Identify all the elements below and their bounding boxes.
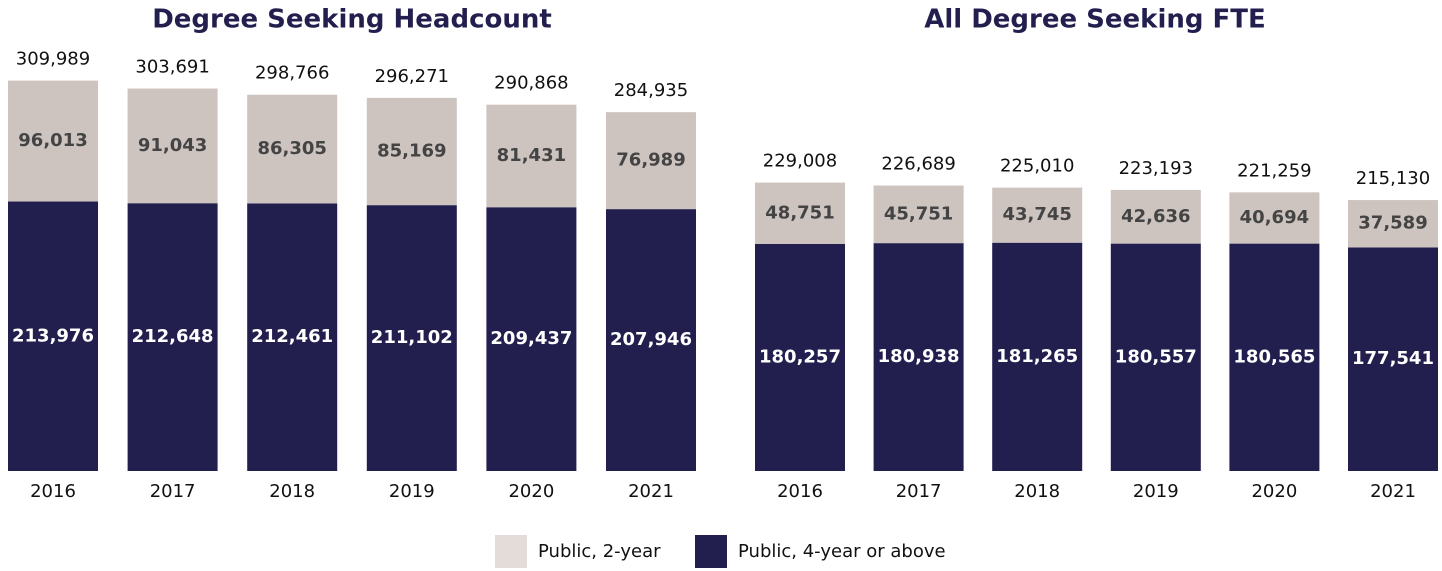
- segment-label: 209,437: [490, 328, 572, 349]
- x-tick-label: 2021: [628, 481, 674, 502]
- bar-segment: [606, 209, 696, 471]
- segment-label: 85,169: [377, 141, 446, 162]
- bar-segment: [8, 201, 98, 471]
- bar-segment: [247, 94, 338, 204]
- segment-label: 86,305: [257, 138, 326, 159]
- legend-swatch: [495, 535, 527, 568]
- bar-segment: [366, 97, 457, 206]
- bar-segment: [755, 243, 845, 471]
- bar-segment: [873, 185, 964, 244]
- bar-segment: [1229, 192, 1320, 244]
- segment-label: 211,102: [371, 327, 453, 348]
- chart-title: Degree Seeking Headcount: [152, 5, 552, 35]
- total-label: 303,691: [135, 57, 209, 78]
- x-tick-label: 2018: [269, 481, 315, 502]
- bar-segment: [992, 242, 1083, 471]
- segment-label: 43,745: [1002, 204, 1071, 225]
- bar-segment: [127, 88, 218, 204]
- bar-segment: [606, 112, 696, 210]
- segment-label: 177,541: [1352, 348, 1434, 369]
- x-tick-label: 2020: [1251, 481, 1297, 502]
- total-label: 221,259: [1237, 160, 1311, 181]
- bar-segment: [1229, 243, 1320, 471]
- x-tick-label: 2016: [777, 481, 823, 502]
- legend-label: Public, 4-year or above: [738, 541, 946, 562]
- x-tick-label: 2016: [30, 481, 76, 502]
- total-label: 290,868: [494, 73, 568, 94]
- segment-label: 180,565: [1233, 346, 1315, 367]
- bar-segment: [1110, 243, 1201, 471]
- legend-swatch: [695, 535, 727, 568]
- segment-label: 42,636: [1121, 206, 1190, 227]
- x-tick-label: 2017: [150, 481, 196, 502]
- x-tick-label: 2019: [389, 481, 435, 502]
- segment-label: 91,043: [138, 135, 207, 156]
- segment-label: 40,694: [1240, 207, 1309, 228]
- segment-label: 81,431: [497, 145, 566, 166]
- bar-segment: [873, 243, 964, 471]
- bar-segment: [247, 203, 338, 471]
- bar-segment: [1348, 247, 1438, 471]
- bar-segment: [1110, 189, 1201, 244]
- segment-label: 96,013: [18, 130, 87, 151]
- bar-segment: [486, 207, 577, 471]
- segment-label: 37,589: [1358, 213, 1427, 234]
- total-label: 296,271: [375, 66, 449, 87]
- x-tick-label: 2020: [508, 481, 554, 502]
- segment-label: 212,648: [132, 326, 214, 347]
- total-label: 309,989: [16, 49, 90, 70]
- segment-label: 76,989: [616, 150, 685, 171]
- segment-label: 180,257: [759, 346, 841, 367]
- total-label: 284,935: [614, 80, 688, 101]
- legend-label: Public, 2-year: [538, 541, 661, 562]
- segment-label: 212,461: [251, 326, 333, 347]
- total-label: 215,130: [1356, 168, 1430, 189]
- segment-label: 180,557: [1115, 346, 1197, 367]
- total-label: 298,766: [255, 63, 329, 84]
- bar-segment: [127, 203, 218, 472]
- chart-title: All Degree Seeking FTE: [924, 5, 1266, 35]
- x-tick-label: 2017: [896, 481, 942, 502]
- segment-label: 181,265: [996, 346, 1078, 367]
- bar-segment: [366, 205, 457, 471]
- total-label: 226,689: [881, 154, 955, 175]
- bar-segment: [755, 182, 845, 244]
- x-tick-label: 2019: [1133, 481, 1179, 502]
- x-tick-label: 2021: [1370, 481, 1416, 502]
- x-tick-label: 2018: [1014, 481, 1060, 502]
- total-label: 223,193: [1119, 158, 1193, 179]
- segment-label: 45,751: [884, 203, 953, 224]
- bar-segment: [1348, 200, 1438, 248]
- bar-segment: [486, 104, 577, 208]
- segment-label: 180,938: [878, 346, 960, 367]
- bar-segment: [8, 80, 98, 202]
- segment-label: 213,976: [12, 325, 94, 346]
- segment-label: 207,946: [610, 329, 692, 350]
- segment-label: 48,751: [765, 202, 834, 223]
- bar-segment: [992, 187, 1083, 243]
- total-label: 225,010: [1000, 156, 1074, 177]
- total-label: 229,008: [763, 151, 837, 172]
